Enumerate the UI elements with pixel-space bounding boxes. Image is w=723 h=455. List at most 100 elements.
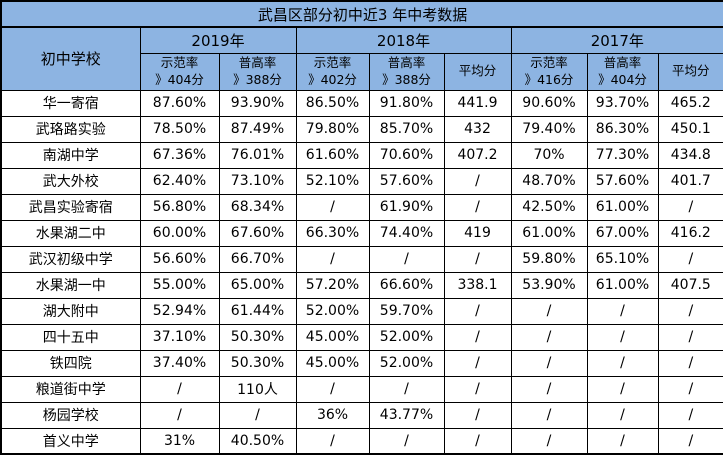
school-name-cell: 四十五中 [1,324,140,350]
data-cell: 79.40% [511,116,587,142]
year-2018-header: 2018年 [296,27,511,53]
data-cell: 66.60% [369,272,444,298]
data-cell: / [444,402,511,428]
table-row: 四十五中 37.10%50.30%45.00%52.00%//// [1,324,723,350]
data-cell: / [658,194,723,220]
subheader-threshold: 》416分 [512,72,587,88]
data-cell: 61.00% [587,194,658,220]
school-name-cell: 杨园学校 [1,402,140,428]
table-row: 粮道街中学 /110人////// [1,376,723,402]
data-cell: 45.00% [296,350,369,376]
data-cell: / [658,428,723,454]
data-cell: 67.00% [587,220,658,246]
data-cell: 86.30% [587,116,658,142]
data-cell: 53.90% [511,272,587,298]
subheader-threshold: 》404分 [141,72,219,88]
data-cell: 76.01% [219,142,296,168]
subheader-threshold: 》388分 [220,72,296,88]
subheader-2017-average: 平均分 [658,53,723,90]
school-name-cell: 武大外校 [1,168,140,194]
data-cell: / [369,376,444,402]
data-cell: 338.1 [444,272,511,298]
school-name-cell: 南湖中学 [1,142,140,168]
data-cell: / [444,324,511,350]
data-cell: / [587,324,658,350]
data-cell: / [511,376,587,402]
data-cell: / [296,246,369,272]
data-cell: 67.60% [219,220,296,246]
school-name-cell: 粮道街中学 [1,376,140,402]
subheader-label: 示范率 [297,55,369,71]
data-cell: / [587,350,658,376]
subheader-label: 示范率 [141,55,219,71]
data-cell: 90.60% [511,90,587,116]
data-cell: 87.49% [219,116,296,142]
data-cell: / [444,194,511,220]
data-cell: / [444,168,511,194]
data-cell: 65.10% [587,246,658,272]
subheader-threshold: 》402分 [297,72,369,88]
data-cell: / [296,194,369,220]
data-cell: 66.30% [296,220,369,246]
school-name-cell: 水果湖二中 [1,220,140,246]
subheader-2017-general-rate: 普高率 》404分 [587,53,658,90]
data-cell: / [444,428,511,454]
data-cell: 70% [511,142,587,168]
data-cell: 50.30% [219,350,296,376]
data-cell: 31% [140,428,219,454]
data-cell: 48.70% [511,168,587,194]
data-cell: 57.20% [296,272,369,298]
data-cell: 52.10% [296,168,369,194]
school-name-cell: 湖大附中 [1,298,140,324]
data-cell: 74.40% [369,220,444,246]
year-2019-header: 2019年 [140,27,296,53]
data-cell: 77.30% [587,142,658,168]
data-cell: 401.7 [658,168,723,194]
data-cell: 441.9 [444,90,511,116]
data-cell: 432 [444,116,511,142]
data-cell: / [296,376,369,402]
table-row: 武大外校 62.40%73.10%52.10%57.60%/48.70%57.6… [1,168,723,194]
year-header-row: 初中学校 2019年 2018年 2017年 [1,27,723,53]
school-name-cell: 铁四院 [1,350,140,376]
data-cell: 59.70% [369,298,444,324]
data-cell: / [296,428,369,454]
data-cell: 45.00% [296,324,369,350]
data-cell: 78.50% [140,116,219,142]
data-cell: 59.80% [511,246,587,272]
subheader-threshold: 》404分 [588,72,658,88]
table-row: 武昌实验寄宿 56.80%68.34%/61.90%/42.50%61.00%/ [1,194,723,220]
subheader-label: 平均分 [659,63,723,79]
data-cell: / [369,246,444,272]
data-cell: / [444,350,511,376]
data-cell: / [444,376,511,402]
data-cell: / [587,298,658,324]
data-cell: 416.2 [658,220,723,246]
data-cell: 61.00% [587,272,658,298]
data-cell: 61.00% [511,220,587,246]
school-name-cell: 武珞路实验 [1,116,140,142]
subheader-label: 示范率 [512,55,587,71]
data-cell: 52.00% [369,324,444,350]
data-cell: 62.40% [140,168,219,194]
data-cell: 67.36% [140,142,219,168]
school-name-cell: 武汉初级中学 [1,246,140,272]
data-cell: 55.00% [140,272,219,298]
data-cell: 93.90% [219,90,296,116]
data-cell: 465.2 [658,90,723,116]
data-cell: 419 [444,220,511,246]
subheader-label: 普高率 [588,55,658,71]
data-cell: / [140,376,219,402]
data-cell: 65.00% [219,272,296,298]
subheader-label: 普高率 [370,55,444,71]
data-cell: / [658,376,723,402]
table-row: 首义中学 31%40.50%////// [1,428,723,454]
data-cell: 407.5 [658,272,723,298]
data-cell: / [658,298,723,324]
school-name-cell: 水果湖一中 [1,272,140,298]
